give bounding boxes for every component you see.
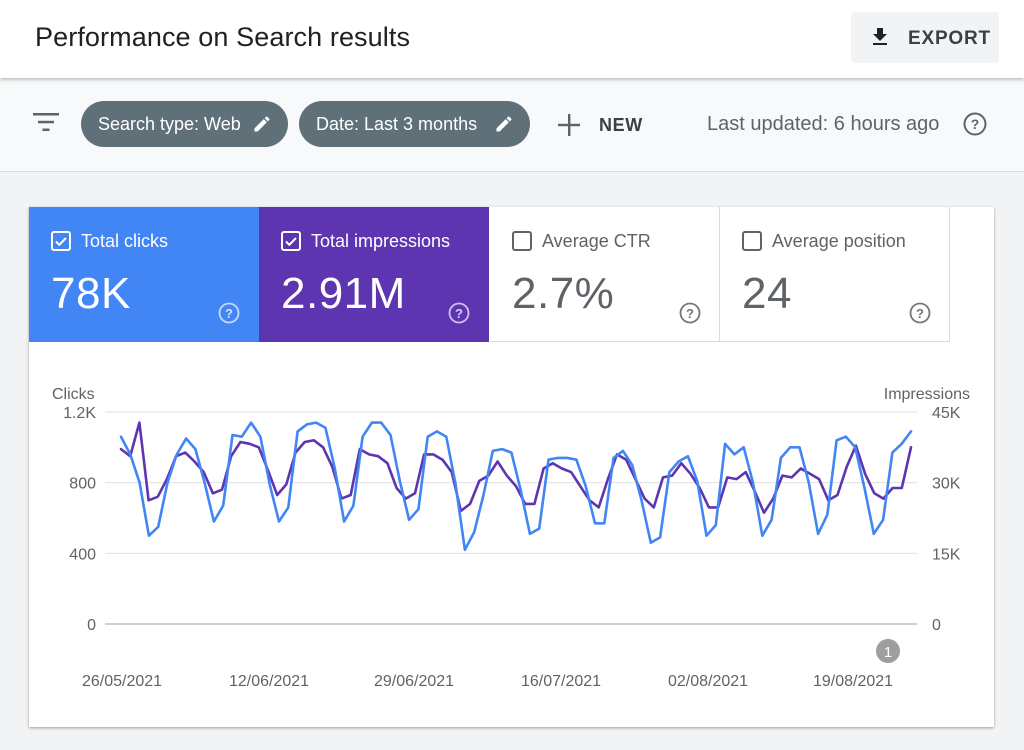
left-tick-label: 400 (69, 546, 96, 563)
svg-text:?: ? (686, 306, 694, 321)
checkbox-checked-icon[interactable] (51, 231, 71, 251)
right-tick-label: 30K (932, 476, 961, 493)
checkbox-unchecked-icon[interactable] (742, 231, 762, 251)
date-range-chip[interactable]: Date: Last 3 months (299, 101, 530, 147)
date-range-chip-label: Date: Last 3 months (316, 113, 478, 134)
annotation-marker[interactable]: 1 (876, 639, 900, 663)
svg-text:?: ? (225, 306, 233, 321)
checkbox-unchecked-icon[interactable] (512, 231, 532, 251)
metric-value: 2.91M (281, 269, 406, 318)
right-tick-label: 45K (932, 405, 961, 422)
metric-total-impressions[interactable]: Total impressions 2.91M ? (259, 207, 489, 342)
help-icon[interactable]: ? (447, 301, 471, 325)
help-icon[interactable]: ? (678, 301, 702, 325)
right-axis-label: Impressions (884, 386, 970, 403)
search-type-chip-label: Search type: Web (98, 113, 241, 134)
x-tick-label: 16/07/2021 (521, 673, 601, 690)
page-title: Performance on Search results (35, 22, 411, 52)
metric-label: Total clicks (81, 231, 169, 251)
impressions-series-line (119, 421, 913, 514)
filter-icon[interactable] (33, 112, 59, 132)
svg-text:?: ? (971, 116, 980, 132)
metric-value: 24 (742, 269, 792, 318)
export-button[interactable]: EXPORT (851, 12, 999, 63)
plus-icon (558, 114, 580, 136)
edit-pencil-icon (254, 116, 270, 132)
right-tick-label: 15K (932, 546, 961, 563)
performance-chart: Clicks Impressions 0 400 800 1.2K 0 15K 30K 45… (52, 386, 970, 690)
svg-text:?: ? (455, 306, 463, 321)
x-tick-label: 19/08/2021 (813, 673, 893, 690)
x-tick-label: 26/05/2021 (82, 673, 162, 690)
svg-text:?: ? (916, 306, 924, 321)
edit-pencil-icon (496, 116, 512, 132)
metric-average-position[interactable]: Average position 24 ? (720, 207, 950, 342)
annotation-circle (876, 639, 900, 663)
annotation-label: 1 (884, 644, 892, 661)
metric-average-ctr[interactable]: Average CTR 2.7% ? (490, 207, 720, 342)
left-tick-label: 0 (87, 617, 96, 634)
page-header: Performance on Search results EXPORT (0, 0, 1024, 78)
right-tick-label: 0 (932, 617, 941, 634)
left-axis-label: Clicks (52, 386, 95, 403)
performance-card: Total clicks 78K ? Total impressions 2.9… (29, 207, 994, 727)
clicks-series-line (119, 421, 913, 552)
last-updated-text: Last updated: 6 hours ago (707, 113, 940, 135)
new-filter-label: NEW (599, 115, 643, 135)
help-icon[interactable]: ? (217, 301, 241, 325)
help-icon[interactable]: ? (962, 111, 988, 137)
metric-label: Average position (772, 231, 906, 251)
search-type-chip[interactable]: Search type: Web (81, 101, 288, 147)
help-icon[interactable]: ? (908, 301, 932, 325)
export-label: EXPORT (908, 28, 991, 49)
x-tick-label: 02/08/2021 (668, 673, 748, 690)
left-tick-label: 800 (69, 476, 96, 493)
metric-label: Total impressions (311, 231, 451, 251)
metric-value: 78K (51, 269, 131, 318)
download-icon (873, 28, 887, 45)
left-tick-label: 1.2K (63, 405, 96, 422)
metric-value: 2.7% (512, 269, 615, 318)
filter-bar: Search type: Web Date: Last 3 months NEW… (0, 78, 1024, 172)
checkbox-checked-icon[interactable] (281, 231, 301, 251)
metric-label: Average CTR (542, 231, 651, 251)
x-tick-label: 12/06/2021 (229, 673, 309, 690)
metric-total-clicks[interactable]: Total clicks 78K ? (29, 207, 259, 342)
x-tick-label: 29/06/2021 (374, 673, 454, 690)
